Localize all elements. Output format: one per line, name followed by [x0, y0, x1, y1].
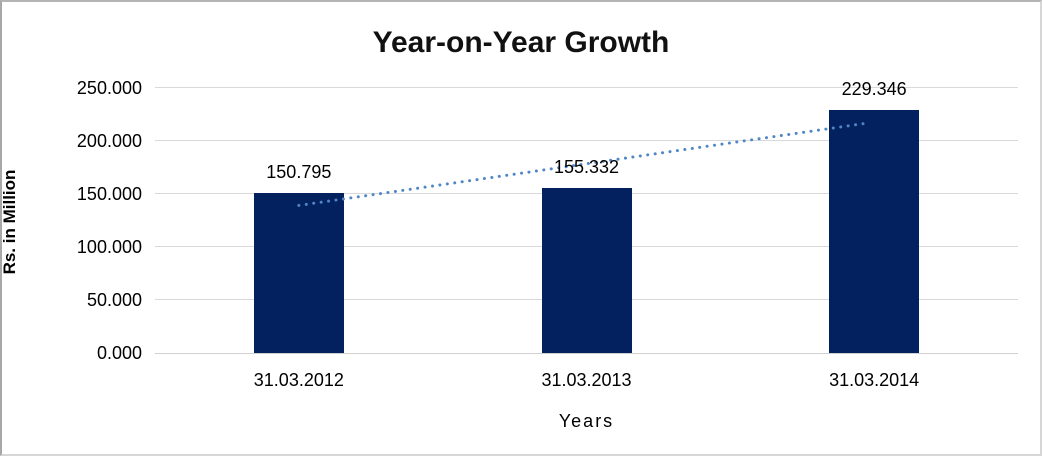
y-tick-label: 250.000 — [76, 78, 142, 98]
bar-data-label: 155.332 — [553, 157, 620, 178]
bar-data-label: 150.795 — [266, 162, 332, 183]
trendline-path — [297, 121, 872, 207]
gridline — [155, 87, 1018, 88]
chart-title: Year-on-Year Growth — [372, 26, 670, 59]
y-axis-title: Rs. in Million — [0, 169, 19, 275]
x-tick-label: 31.03.2014 — [829, 370, 920, 390]
plot-area: 150.795 155.332 229.346 — [155, 79, 1018, 354]
bar — [829, 109, 920, 353]
trendline — [297, 121, 872, 207]
x-tick-label: 31.03.2013 — [541, 370, 632, 390]
y-tick-label: 200.000 — [76, 131, 142, 151]
x-tick-label: 31.03.2012 — [253, 370, 344, 390]
y-tick-label: 150.000 — [76, 184, 142, 204]
y-tick-label: 100.000 — [76, 237, 142, 257]
x-axis-line — [155, 353, 1018, 354]
gridline — [155, 140, 1018, 141]
bar-data-label: 229.346 — [841, 78, 907, 99]
y-tick-label: 50.000 — [86, 290, 142, 310]
y-tick-label: 0.000 — [96, 343, 142, 363]
bar — [541, 188, 632, 353]
bar — [253, 193, 344, 353]
x-axis-title: Years — [558, 411, 615, 431]
